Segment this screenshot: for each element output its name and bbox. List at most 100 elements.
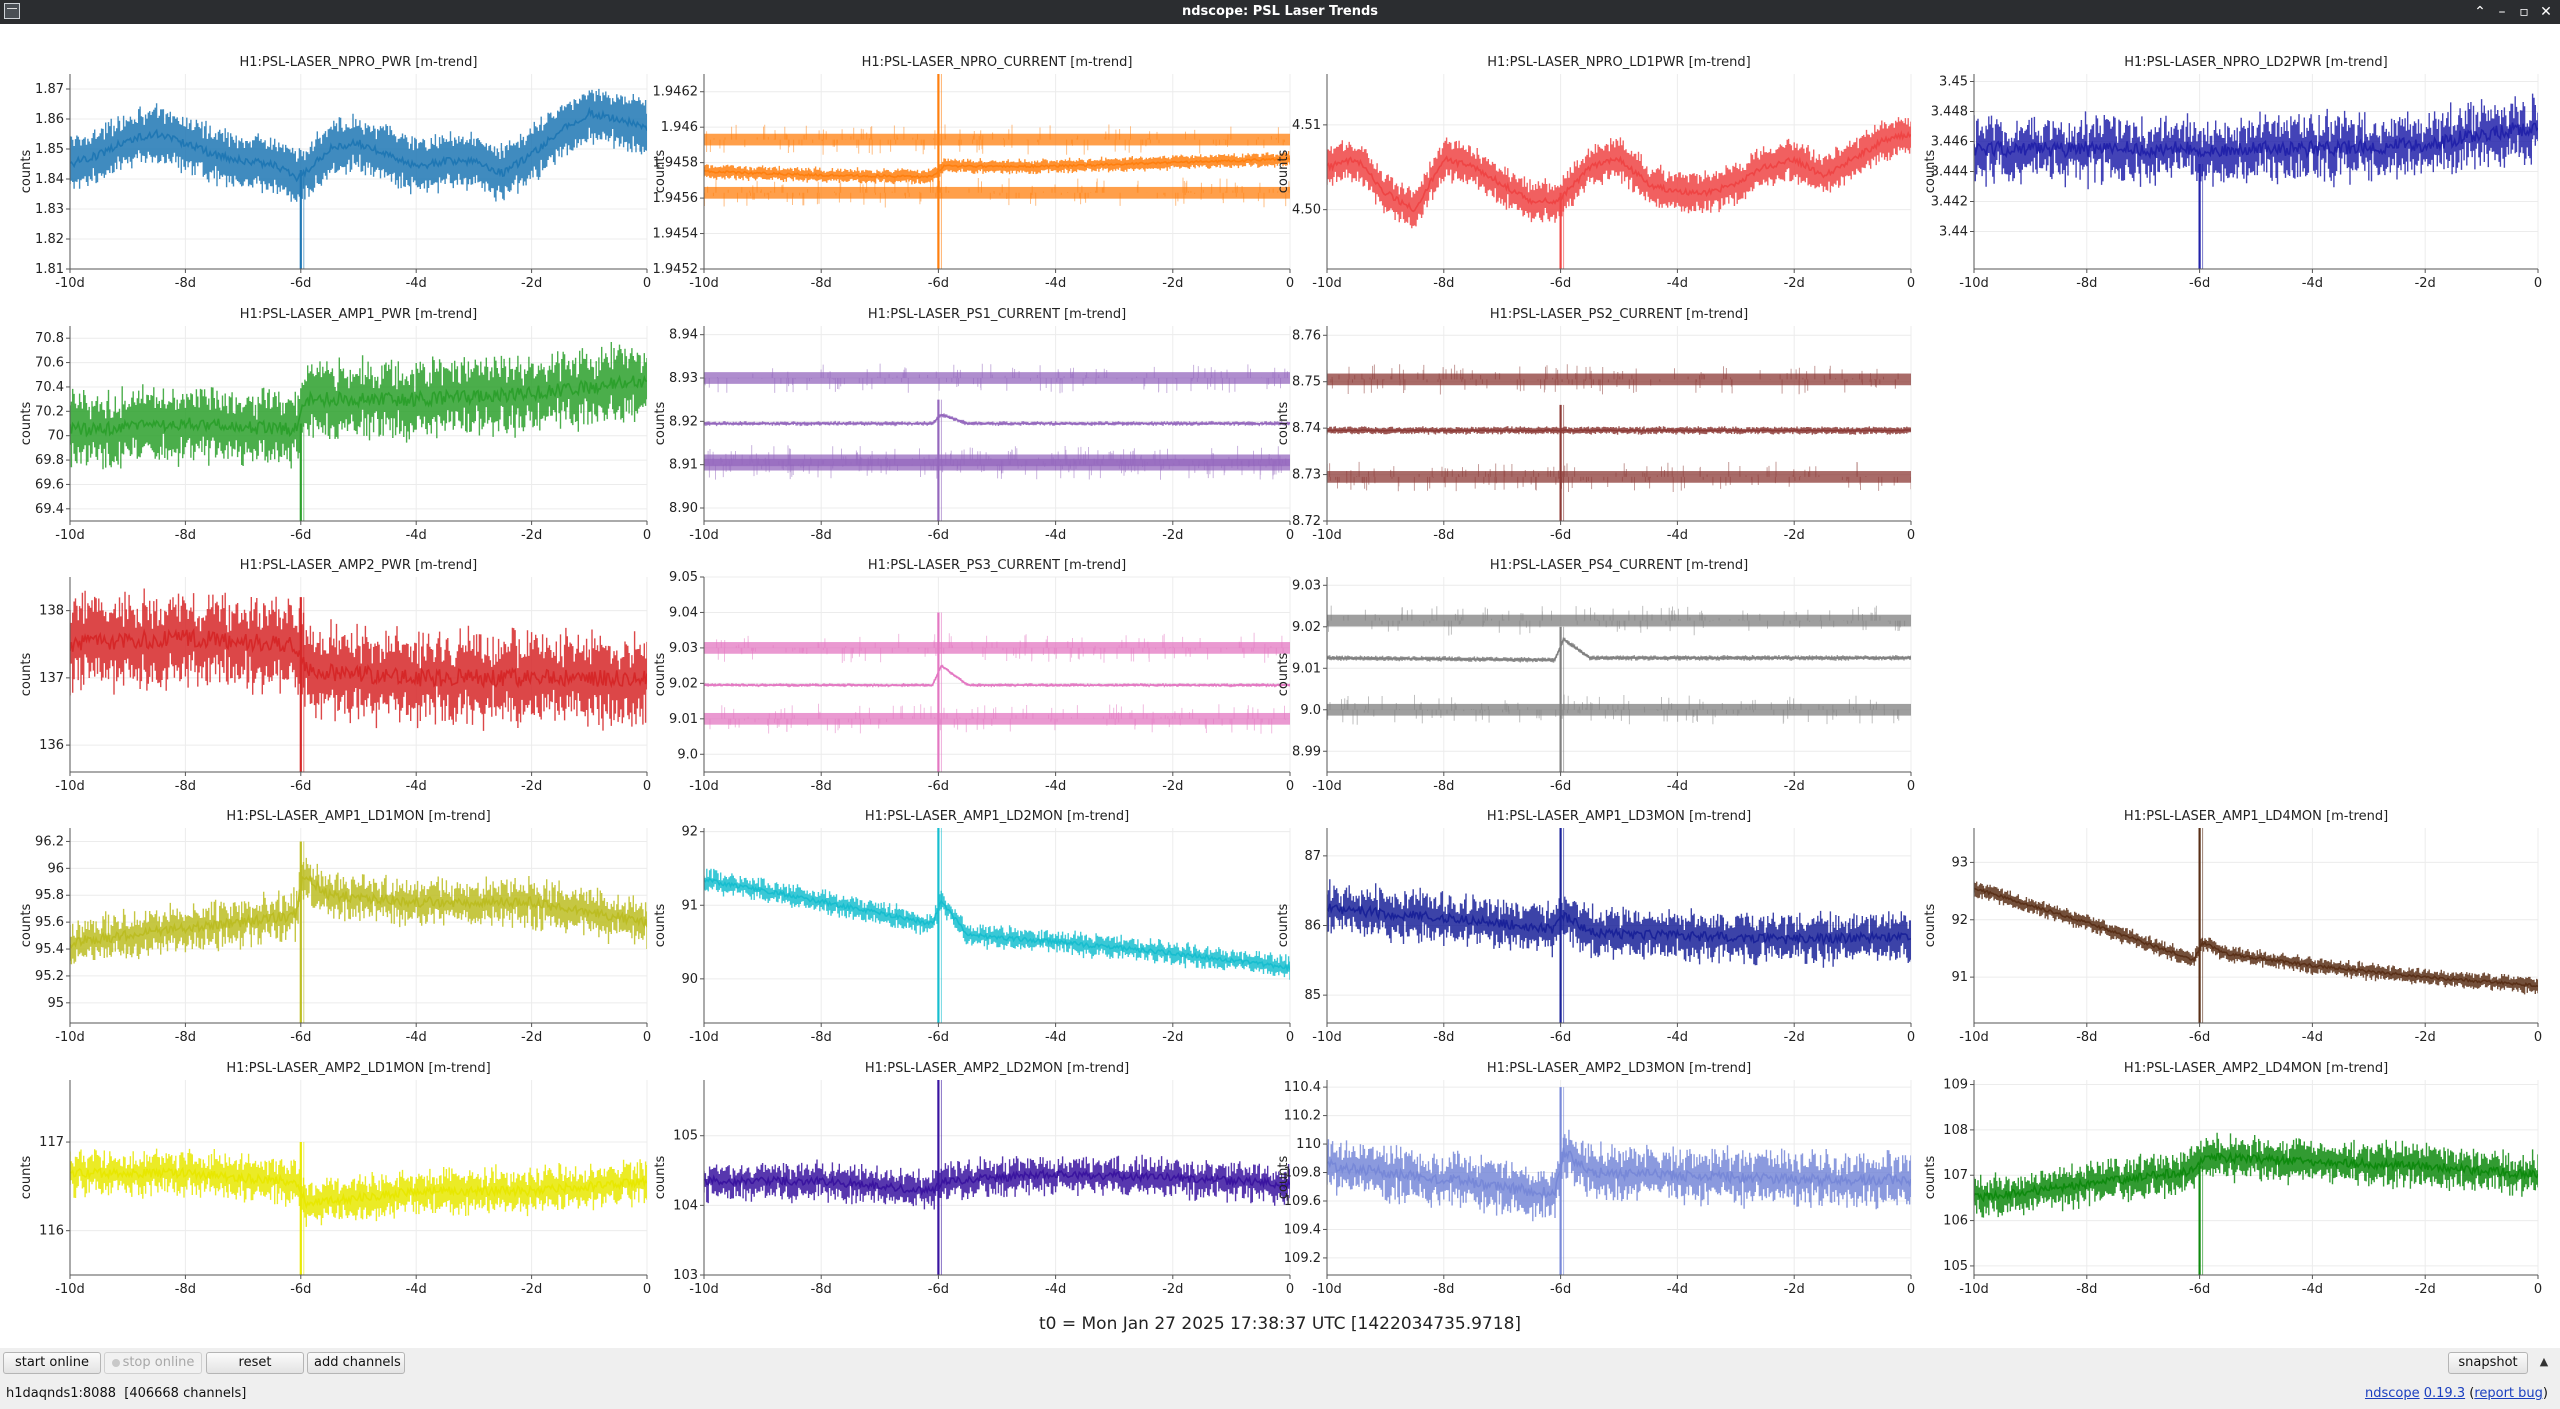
plot-4[interactable]: H1:PSL-LASER_AMP1_PWR [m-trend] 69.4 69.6 6…: [19, 307, 651, 543]
reset-button[interactable]: reset: [206, 1352, 304, 1374]
series-line: [70, 875, 647, 949]
x-tick-label: -2d: [1162, 276, 1183, 291]
x-tick-label: -4d: [406, 1282, 427, 1297]
plot-title: H1:PSL-LASER_AMP1_LD4MON [m-trend]: [2124, 809, 2388, 824]
series-envelope: [704, 1154, 1290, 1210]
y-tick-label: 93: [1951, 855, 1968, 870]
x-tick-label: -4d: [1667, 528, 1688, 543]
y-axis-label: counts: [19, 904, 34, 948]
collapse-panel-icon[interactable]: ▲: [2539, 1355, 2549, 1368]
plot-7[interactable]: H1:PSL-LASER_AMP2_PWR [m-trend] 136 137 138…: [19, 558, 651, 794]
series-trace: [1974, 93, 2538, 269]
plot-title: H1:PSL-LASER_AMP2_LD3MON [m-trend]: [1487, 1061, 1751, 1076]
plot-title: H1:PSL-LASER_AMP1_PWR [m-trend]: [240, 307, 477, 322]
y-axis-label: counts: [1923, 904, 1938, 948]
y-axis-label: counts: [19, 1156, 34, 1200]
series-line: [70, 374, 647, 438]
x-tick-label: -4d: [1045, 779, 1066, 794]
y-tick-label: 95.2: [35, 969, 64, 984]
x-tick-label: 0: [1907, 1282, 1915, 1297]
level-scatter: [716, 632, 1284, 663]
snapshot-button[interactable]: snapshot: [2448, 1352, 2528, 1374]
plot-10[interactable]: H1:PSL-LASER_AMP1_LD1MON [m-trend] 95 95.2…: [19, 809, 651, 1045]
y-tick-label: 8.94: [669, 328, 698, 343]
plot-9[interactable]: H1:PSL-LASER_PS4_CURRENT [m-trend] 8.99 9.…: [1276, 558, 1915, 794]
y-tick-label: 9.01: [1292, 661, 1321, 676]
series-line: [704, 877, 1290, 972]
level-band: [1327, 703, 1911, 716]
plot-title: H1:PSL-LASER_AMP1_LD3MON [m-trend]: [1487, 809, 1751, 824]
report-bug-link[interactable]: report bug: [2474, 1386, 2543, 1401]
x-tick-label: -2d: [521, 1282, 542, 1297]
app-icon: [4, 3, 20, 19]
y-axis-label: counts: [19, 150, 34, 194]
x-tick-label: -8d: [1433, 1030, 1454, 1045]
series-line: [704, 157, 1290, 179]
series-line: [1974, 122, 2538, 160]
ndscope-link[interactable]: ndscope: [2364, 1386, 2420, 1401]
x-tick-label: -8d: [175, 779, 196, 794]
y-tick-label: 9.03: [669, 641, 698, 656]
plot-12[interactable]: H1:PSL-LASER_AMP1_LD3MON [m-trend] 85 86 87…: [1276, 809, 1915, 1045]
plot-grid-canvas[interactable]: H1:PSL-LASER_NPRO_PWR [m-trend] 1.81 1.82 1…: [0, 24, 2560, 1314]
shade-window-button[interactable]: ⌃: [2474, 4, 2486, 20]
x-tick-label: -8d: [2076, 1030, 2097, 1045]
version-link[interactable]: 0.19.3: [2423, 1386, 2466, 1401]
y-tick-label: 109.2: [1284, 1251, 1321, 1266]
x-tick-label: 0: [1907, 276, 1915, 291]
series-line: [704, 414, 1290, 425]
series-trace: [70, 342, 647, 521]
y-tick-label: 9.0: [1300, 703, 1321, 718]
y-tick-label: 91: [1951, 970, 1968, 985]
series-trace: [1974, 1132, 2538, 1275]
add-channels-button[interactable]: add channels: [307, 1352, 405, 1374]
plot-14[interactable]: H1:PSL-LASER_AMP2_LD1MON [m-trend] 116 117…: [19, 1061, 651, 1297]
x-tick-label: 0: [2534, 1030, 2542, 1045]
series-trace: [704, 74, 1290, 269]
y-tick-label: 1.83: [35, 202, 64, 217]
plot-17[interactable]: H1:PSL-LASER_AMP2_LD4MON [m-trend] 105 106…: [1923, 1061, 2542, 1297]
x-tick-label: -8d: [811, 528, 832, 543]
plot-5[interactable]: H1:PSL-LASER_PS1_CURRENT [m-trend] 8.90 8.…: [653, 307, 1294, 543]
series-trace: [1974, 828, 2538, 1023]
x-tick-label: -10d: [55, 276, 85, 291]
plot-13[interactable]: H1:PSL-LASER_AMP1_LD4MON [m-trend] 91 92 93…: [1923, 809, 2542, 1045]
plot-8[interactable]: H1:PSL-LASER_PS3_CURRENT [m-trend] 9.0 9.0…: [653, 558, 1294, 794]
y-tick-label: 1.84: [35, 172, 64, 187]
level-scatter: [1327, 694, 1900, 725]
plot-15[interactable]: H1:PSL-LASER_AMP2_LD2MON [m-trend] 103 104…: [653, 1061, 1294, 1297]
plot-6[interactable]: H1:PSL-LASER_PS2_CURRENT [m-trend] 8.72 8.…: [1276, 307, 1915, 543]
x-tick-label: -8d: [1433, 528, 1454, 543]
y-axis-label: counts: [1276, 904, 1291, 948]
x-tick-label: -2d: [1162, 1282, 1183, 1297]
x-tick-label: -10d: [689, 276, 719, 291]
series-line: [70, 627, 647, 689]
minimize-window-button[interactable]: –: [2498, 4, 2506, 20]
y-tick-label: 95.6: [35, 915, 64, 930]
y-tick-label: 8.90: [669, 501, 698, 516]
plot-16[interactable]: H1:PSL-LASER_AMP2_LD3MON [m-trend] 109.2 1…: [1276, 1061, 1915, 1297]
x-tick-label: -10d: [55, 1030, 85, 1045]
x-tick-label: -8d: [2076, 1282, 2097, 1297]
y-tick-label: 9.02: [669, 676, 698, 691]
plot-0[interactable]: H1:PSL-LASER_NPRO_PWR [m-trend] 1.81 1.82 1…: [19, 55, 651, 291]
x-tick-label: -2d: [1784, 528, 1805, 543]
x-tick-label: -6d: [1550, 1282, 1571, 1297]
plot-11[interactable]: H1:PSL-LASER_AMP1_LD2MON [m-trend] 90 91 92…: [653, 809, 1294, 1045]
maximize-window-button[interactable]: ▫: [2519, 4, 2529, 20]
window-titlebar: ndscope: PSL Laser Trends ⌃ – ▫ ✕: [0, 0, 2560, 24]
t0-label: t0 = Mon Jan 27 2025 17:38:37 UTC [14220…: [1038, 1314, 1522, 1334]
plot-title: H1:PSL-LASER_AMP1_LD1MON [m-trend]: [226, 809, 490, 824]
series-trace: [70, 841, 647, 1023]
y-tick-label: 3.446: [1931, 135, 1968, 150]
y-axis-label: counts: [653, 150, 668, 194]
plot-1[interactable]: H1:PSL-LASER_NPRO_CURRENT [m-trend] 1.945…: [653, 55, 1295, 291]
plot-3[interactable]: H1:PSL-LASER_NPRO_LD2PWR [m-trend] 3.44 3.…: [1923, 55, 2542, 291]
y-axis-label: counts: [1276, 402, 1291, 446]
series-line: [70, 1166, 647, 1210]
plot-2[interactable]: H1:PSL-LASER_NPRO_LD1PWR [m-trend] 4.50 4.…: [1276, 55, 1915, 291]
y-tick-label: 86: [1304, 919, 1321, 934]
close-window-button[interactable]: ✕: [2540, 4, 2552, 20]
start-online-button[interactable]: start online: [3, 1352, 101, 1374]
y-tick-label: 103: [673, 1268, 698, 1283]
